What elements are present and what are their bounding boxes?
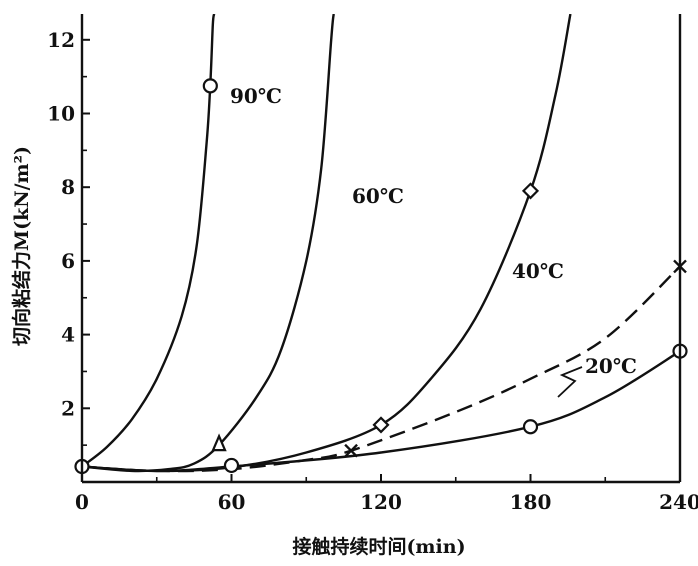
label-leader-20c xyxy=(557,366,583,398)
labels-layer: 90℃ 60℃ 40℃ 20℃ xyxy=(230,84,637,398)
marker-circle-solid-4-1 xyxy=(223,457,240,474)
marker-circle-solid-4-2 xyxy=(522,419,539,435)
x-tick-label-180: 180 xyxy=(510,490,552,514)
marker-diamond-40-1 xyxy=(521,182,540,200)
marker-triangle-60-0 xyxy=(211,433,227,452)
x-axis-title: 接触持续时间(min) xyxy=(292,535,465,558)
y-tick-label-10: 10 xyxy=(47,101,75,125)
y-tick-label-12: 12 xyxy=(47,28,75,52)
y-tick-label-6: 6 xyxy=(61,249,75,273)
series-label-20: 20℃ xyxy=(585,354,637,378)
series-label-90: 90℃ xyxy=(230,84,282,108)
series-line-90 xyxy=(82,14,216,468)
y-tick-label-4: 4 xyxy=(61,323,75,347)
markers-layer xyxy=(74,78,688,475)
series-line-solid-4 xyxy=(82,350,680,473)
series-line-40 xyxy=(82,14,572,473)
marker-circle-90-0 xyxy=(202,78,218,94)
marker-cross-20-0 xyxy=(344,443,358,458)
y-axis-title: 切向粘结力M(kN/m²) xyxy=(10,146,33,346)
x-tick-label-0: 0 xyxy=(75,490,89,514)
axes-layer: 0 60 120 180 240 2 4 6 8 10 12 xyxy=(47,14,698,514)
curves-layer xyxy=(82,14,680,473)
y-tick-label-8: 8 xyxy=(61,175,75,199)
series-label-40: 40℃ xyxy=(512,259,564,283)
series-line-60 xyxy=(82,14,335,473)
marker-diamond-40-0 xyxy=(372,416,390,434)
x-tick-label-60: 60 xyxy=(218,490,246,514)
x-tick-label-240: 240 xyxy=(659,490,698,514)
series-label-60: 60℃ xyxy=(352,184,404,208)
x-tick-label-120: 120 xyxy=(360,490,402,514)
y-tick-label-2: 2 xyxy=(61,396,75,420)
